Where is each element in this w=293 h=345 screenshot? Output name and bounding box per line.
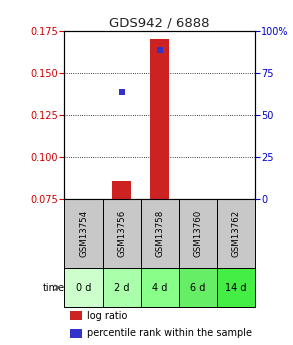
- Text: 4 d: 4 d: [152, 283, 167, 293]
- Bar: [217, 199, 255, 268]
- Text: 2 d: 2 d: [114, 283, 129, 293]
- Text: log ratio: log ratio: [87, 310, 128, 321]
- Bar: [141, 199, 179, 268]
- Bar: [64, 199, 103, 268]
- Bar: [64, 268, 103, 307]
- Text: 0 d: 0 d: [76, 283, 91, 293]
- Bar: [179, 199, 217, 268]
- Text: GSM13756: GSM13756: [117, 210, 126, 257]
- Bar: [179, 268, 217, 307]
- Text: percentile rank within the sample: percentile rank within the sample: [87, 328, 252, 338]
- Text: GSM13760: GSM13760: [193, 210, 202, 257]
- Title: GDS942 / 6888: GDS942 / 6888: [109, 17, 210, 30]
- Bar: [150, 39, 169, 199]
- Bar: [70, 328, 81, 338]
- Text: time: time: [42, 283, 64, 293]
- Text: GSM13762: GSM13762: [231, 210, 240, 257]
- Text: 14 d: 14 d: [225, 283, 247, 293]
- Bar: [103, 199, 141, 268]
- Bar: [103, 268, 141, 307]
- Bar: [70, 311, 81, 321]
- Bar: [141, 268, 179, 307]
- Bar: [112, 181, 131, 199]
- Text: GSM13754: GSM13754: [79, 210, 88, 257]
- Text: 6 d: 6 d: [190, 283, 205, 293]
- Bar: [217, 268, 255, 307]
- Text: GSM13758: GSM13758: [155, 210, 164, 257]
